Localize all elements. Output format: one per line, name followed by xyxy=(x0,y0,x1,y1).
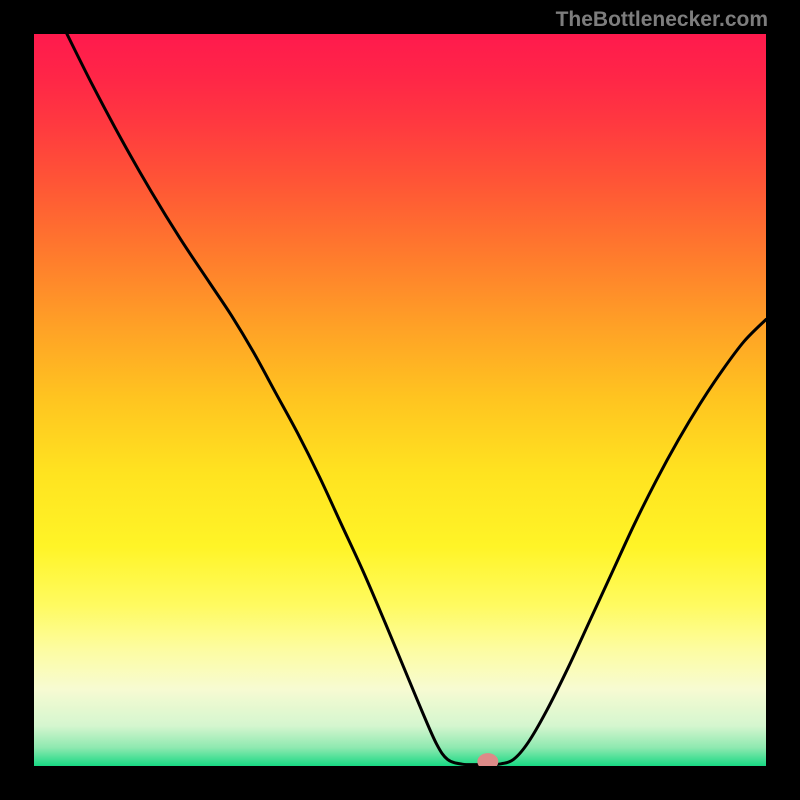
optimal-point-marker xyxy=(478,754,498,770)
bottleneck-curve xyxy=(67,34,766,765)
curve-layer xyxy=(0,0,800,800)
chart-canvas: TheBottlenecker.com xyxy=(0,0,800,800)
